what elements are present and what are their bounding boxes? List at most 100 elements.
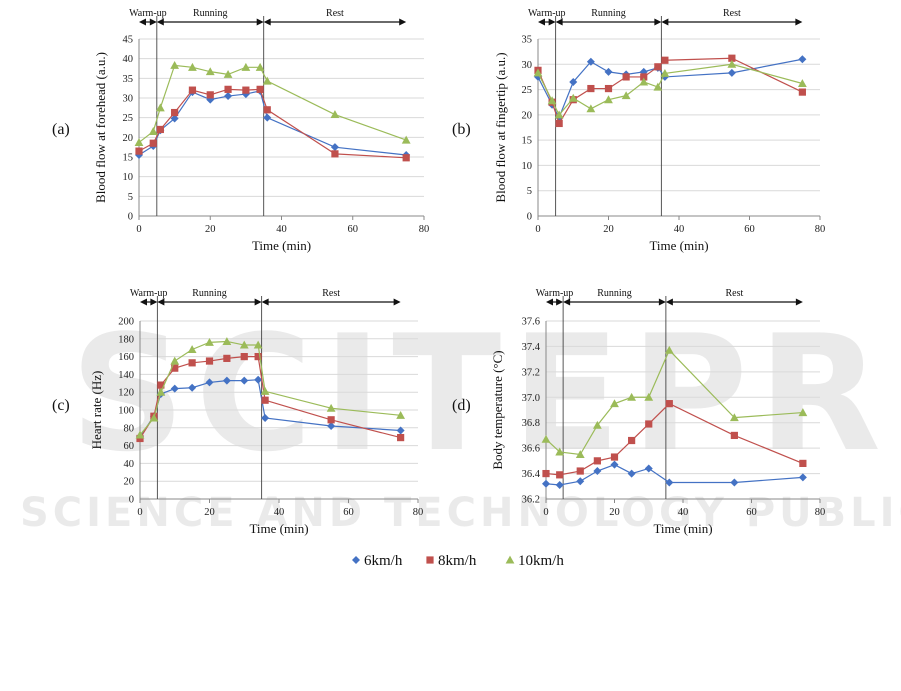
y-tick-label: 15 [123, 153, 134, 164]
phase-arrow-head [156, 18, 164, 26]
x-tick-label: 20 [609, 507, 620, 518]
y-tick-label: 37.6 [522, 317, 540, 328]
data-point [331, 150, 339, 158]
y-axis-label: Heart rate (Hz) [89, 371, 104, 450]
data-point [628, 436, 636, 445]
series-line-10km-h [537, 63, 803, 116]
phase-arrow-head [795, 298, 803, 306]
series-line-8km-h [545, 402, 804, 476]
chart-panel-b: 0 5 10 15 20 25 30 35 0 20 40 60 80 Time (min) Blood f… [452, 8, 825, 253]
data-point [730, 478, 739, 487]
data-point [575, 450, 585, 459]
y-tick-label: 20 [124, 477, 135, 488]
x-tick-label: 60 [746, 507, 757, 518]
phase-arrow-head [150, 298, 158, 306]
data-point [661, 56, 669, 64]
data-point [170, 384, 179, 393]
data-point [576, 477, 585, 486]
data-point [645, 420, 653, 428]
y-tick-label: 37.4 [522, 342, 541, 353]
x-tick-label: 20 [204, 507, 215, 518]
data-point [171, 364, 179, 372]
phase-label: Warm-up [528, 8, 566, 19]
data-point [541, 434, 551, 443]
data-point [205, 337, 214, 346]
y-tick-label: 180 [118, 334, 134, 345]
series-line-8km-h [139, 356, 401, 439]
data-point [205, 357, 214, 365]
series-line-8km-h [138, 88, 407, 159]
data-point [156, 125, 164, 134]
x-tick-label: 60 [744, 224, 755, 235]
x-axis-label: Time (min) [249, 521, 308, 536]
data-point [327, 422, 336, 431]
phase-arrow-head [399, 18, 407, 26]
data-point [188, 383, 197, 392]
x-tick-label: 0 [535, 224, 540, 235]
y-tick-label: 0 [129, 495, 134, 506]
data-point [798, 88, 806, 96]
phase-label: Warm-up [129, 8, 167, 19]
data-point [665, 400, 673, 408]
data-point [155, 103, 165, 112]
data-point [547, 96, 557, 105]
data-point [239, 340, 249, 349]
y-tick-label: 37.2 [522, 367, 540, 378]
data-point [639, 77, 649, 86]
y-tick-label: 36.6 [522, 444, 540, 455]
data-point [587, 84, 595, 93]
data-point [664, 345, 674, 354]
phase-label: Rest [322, 288, 340, 299]
x-tick-label: 40 [674, 224, 685, 235]
data-point [556, 471, 564, 479]
data-point [569, 77, 578, 86]
data-point [148, 127, 158, 135]
y-tick-label: 140 [118, 370, 134, 381]
data-point [554, 110, 564, 119]
phase-arrow-head [261, 298, 269, 306]
legend-marker [505, 555, 515, 564]
chart-panel-d: 36.2 36.4 36.6 36.8 37.0 37.2 37.4 37.6 0 20 40 60 8… [452, 288, 825, 536]
y-tick-label: 5 [128, 192, 133, 203]
y-tick-label: 80 [124, 423, 135, 434]
data-point [401, 135, 411, 144]
data-point [576, 467, 584, 475]
phase-label: Running [192, 288, 226, 299]
chart-panel-c: 0 20 40 60 80 100 120 140 160 180 200 0 20 40 60 80 Time… [52, 288, 423, 536]
data-point [256, 85, 264, 93]
data-point [604, 84, 613, 93]
series-line-8km-h [537, 57, 803, 125]
data-point [222, 337, 232, 345]
x-tick-label: 20 [603, 224, 614, 235]
data-point [653, 82, 663, 91]
x-axis-label: Time (min) [649, 238, 708, 253]
data-point [798, 473, 807, 482]
phase-arrow-head [157, 298, 165, 306]
data-point [206, 91, 214, 99]
data-point [797, 79, 807, 88]
y-axis-label: Blood flow at forehead (a.u.) [93, 52, 108, 203]
y-tick-label: 160 [118, 352, 134, 363]
data-point [188, 359, 196, 367]
data-point [627, 469, 636, 478]
series-line-10km-h [138, 64, 407, 143]
data-point [644, 464, 653, 473]
watermark-scitepress: SCITEPRESS [70, 300, 901, 487]
y-tick-label: 36.8 [522, 418, 540, 429]
data-point [170, 60, 180, 69]
x-axis-label: Time (min) [252, 238, 311, 253]
x-axis-label: Time (min) [653, 521, 712, 536]
data-point [136, 434, 144, 443]
data-point [730, 431, 738, 440]
data-point [253, 340, 263, 349]
phase-label: Rest [725, 288, 743, 299]
phase-arrow-head [654, 18, 662, 26]
x-tick-label: 0 [136, 224, 141, 235]
phase-arrow-head [538, 18, 545, 26]
data-point [799, 459, 807, 467]
data-point [727, 59, 737, 68]
phase-label: Running [597, 288, 631, 299]
data-point [241, 62, 251, 71]
data-point [187, 345, 197, 353]
data-point [397, 433, 405, 442]
